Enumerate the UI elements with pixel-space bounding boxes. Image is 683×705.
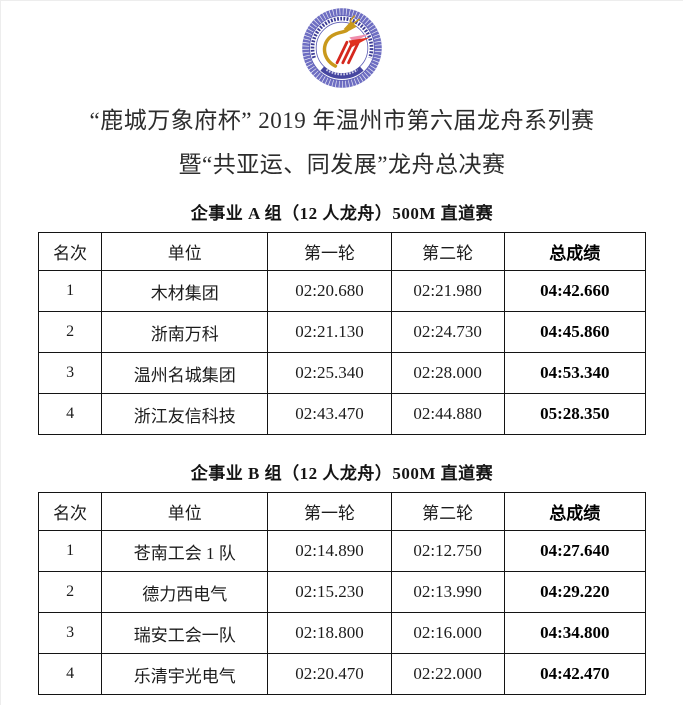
cell-unit: 乐清宇光电气	[101, 653, 269, 695]
cell-round1: 02:21.130	[267, 311, 392, 353]
col-header-round1: 第一轮	[267, 232, 392, 271]
cell-unit: 德力西电气	[101, 571, 269, 613]
col-header-round1: 第一轮	[267, 492, 392, 531]
cell-round2: 02:16.000	[390, 612, 505, 654]
col-header-unit: 单位	[101, 492, 269, 531]
cell-round1: 02:43.470	[267, 393, 392, 435]
col-header-total: 总成绩	[503, 232, 647, 271]
cell-round2: 02:28.000	[390, 352, 505, 394]
table-header-row: 名次 单位 第一轮 第二轮 总成绩	[37, 492, 647, 531]
table-row: 2 浙南万科 02:21.130 02:24.730 04:45.860	[37, 311, 647, 353]
table-row: 2 德力西电气 02:15.230 02:13.990 04:29.220	[37, 571, 647, 613]
group-b-caption: 企事业 B 组（12 人龙舟）500M 直道赛	[190, 464, 494, 483]
cell-round2: 02:22.000	[390, 653, 505, 695]
cell-total: 04:29.220	[503, 571, 647, 613]
col-header-unit: 单位	[101, 232, 269, 271]
cell-round2: 02:12.750	[390, 530, 505, 572]
cell-round1: 02:20.680	[267, 270, 392, 312]
event-title-line1: “鹿城万象府杯” 2019 年温州市第六届龙舟系列赛	[89, 108, 595, 133]
cell-rank: 3	[37, 612, 103, 654]
cell-unit: 木材集团	[101, 270, 269, 312]
table-row: 4 浙江友信科技 02:43.470 02:44.880 05:28.350	[37, 393, 647, 435]
cell-unit: 瑞安工会一队	[101, 612, 269, 654]
cell-rank: 4	[37, 653, 103, 695]
cell-total: 04:45.860	[503, 311, 647, 353]
event-title: “鹿城万象府杯” 2019 年温州市第六届龙舟系列赛 暨“共亚运、同发展”龙舟总…	[1, 99, 683, 187]
cell-round1: 02:15.230	[267, 571, 392, 613]
cell-round1: 02:18.800	[267, 612, 392, 654]
cell-round1: 02:14.890	[267, 530, 392, 572]
cell-round2: 02:24.730	[390, 311, 505, 353]
cell-total: 05:28.350	[503, 393, 647, 435]
cell-rank: 2	[37, 311, 103, 353]
col-header-rank: 名次	[37, 232, 103, 271]
table-row: 3 温州名城集团 02:25.340 02:28.000 04:53.340	[37, 352, 647, 394]
col-header-round2: 第二轮	[390, 232, 505, 271]
cell-rank: 1	[37, 270, 103, 312]
group-b-results-table: 名次 单位 第一轮 第二轮 总成绩 1 苍南工会 1 队 02:14.890 0…	[37, 492, 647, 695]
cell-round2: 02:13.990	[390, 571, 505, 613]
cell-unit: 苍南工会 1 队	[101, 530, 269, 572]
event-title-line2: 暨“共亚运、同发展”龙舟总决赛	[178, 152, 506, 177]
cell-total: 04:53.340	[503, 352, 647, 394]
cell-rank: 2	[37, 571, 103, 613]
col-header-rank: 名次	[37, 492, 103, 531]
cell-total: 04:42.470	[503, 653, 647, 695]
cell-round1: 02:25.340	[267, 352, 392, 394]
cell-unit: 浙江友信科技	[101, 393, 269, 435]
table-row: 1 木材集团 02:20.680 02:21.980 04:42.660	[37, 270, 647, 312]
cell-unit: 浙南万科	[101, 311, 269, 353]
col-header-round2: 第二轮	[390, 492, 505, 531]
cell-rank: 3	[37, 352, 103, 394]
table-row: 1 苍南工会 1 队 02:14.890 02:12.750 04:27.640	[37, 530, 647, 572]
cell-round2: 02:44.880	[390, 393, 505, 435]
cell-total: 04:27.640	[503, 530, 647, 572]
cell-rank: 1	[37, 530, 103, 572]
cell-total: 04:42.660	[503, 270, 647, 312]
cell-round2: 02:21.980	[390, 270, 505, 312]
association-logo	[301, 7, 383, 89]
table-header-row: 名次 单位 第一轮 第二轮 总成绩	[37, 232, 647, 271]
table-row: 4 乐清宇光电气 02:20.470 02:22.000 04:42.470	[37, 653, 647, 695]
table-row: 3 瑞安工会一队 02:18.800 02:16.000 04:34.800	[37, 612, 647, 654]
cell-round1: 02:20.470	[267, 653, 392, 695]
group-a-caption: 企事业 A 组（12 人龙舟）500M 直道赛	[190, 204, 494, 223]
cell-total: 04:34.800	[503, 612, 647, 654]
cell-rank: 4	[37, 393, 103, 435]
dragon-boat-logo-icon	[302, 8, 382, 88]
col-header-total: 总成绩	[503, 492, 647, 531]
group-a-results-table: 名次 单位 第一轮 第二轮 总成绩 1 木材集团 02:20.680 02:21…	[37, 232, 647, 435]
cell-unit: 温州名城集团	[101, 352, 269, 394]
